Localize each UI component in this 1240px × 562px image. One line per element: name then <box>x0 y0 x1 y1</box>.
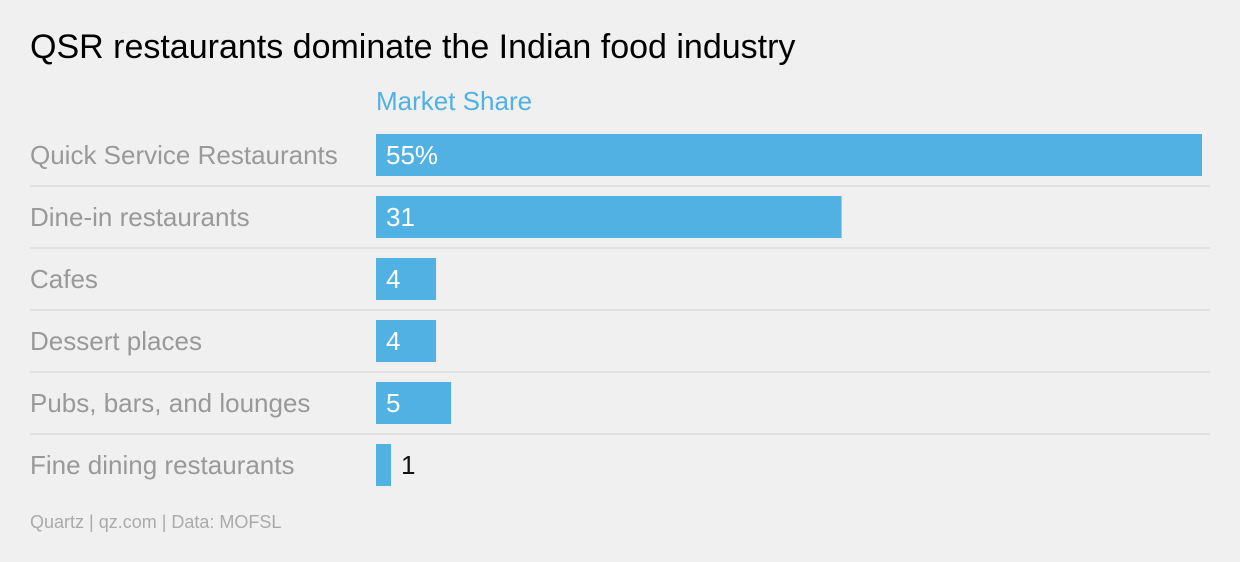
category-label: Pubs, bars, and lounges <box>30 388 310 418</box>
source-credit: Quartz | qz.com | Data: MOFSL <box>30 512 282 532</box>
value-label: 55% <box>386 140 438 170</box>
chart-title: QSR restaurants dominate the Indian food… <box>30 28 796 66</box>
bar <box>376 320 437 362</box>
category-label: Dessert places <box>30 326 202 356</box>
bar <box>376 196 842 238</box>
bar <box>376 444 392 486</box>
value-label: 4 <box>386 326 400 356</box>
value-label: 5 <box>386 388 400 418</box>
bar <box>376 382 452 424</box>
category-label: Quick Service Restaurants <box>30 140 338 170</box>
bar <box>376 258 437 300</box>
category-label: Dine-in restaurants <box>30 202 250 232</box>
value-label: 1 <box>401 450 415 480</box>
value-label: 31 <box>386 202 415 232</box>
category-label: Fine dining restaurants <box>30 450 294 480</box>
value-label: 4 <box>386 264 400 294</box>
category-label: Cafes <box>30 264 98 294</box>
bar <box>376 134 1202 176</box>
series-header: Market Share <box>376 86 533 116</box>
